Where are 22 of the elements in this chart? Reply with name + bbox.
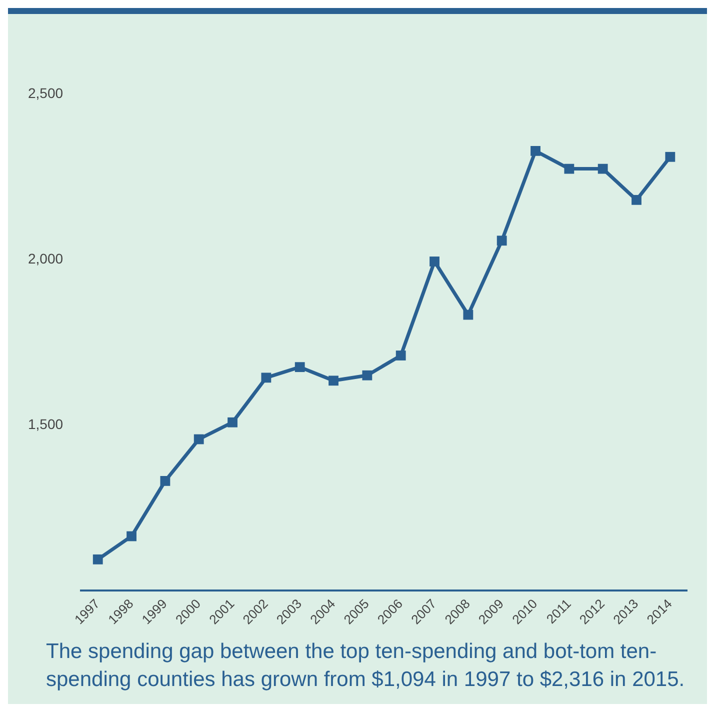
point <box>92 554 103 564</box>
text: The spending gap between the top ten-spending and bot-tom ten-spending counties has grown from $1,094 in 1997 to $2,316 in 2015. <box>45 639 686 693</box>
point <box>530 146 540 156</box>
point <box>194 434 204 444</box>
point <box>261 372 272 383</box>
point <box>328 376 338 386</box>
point <box>665 152 676 162</box>
point <box>598 164 608 174</box>
point <box>362 370 372 380</box>
y-tick-label: 2,000 <box>28 250 64 266</box>
point <box>126 531 136 542</box>
point <box>294 362 305 372</box>
point <box>160 476 170 486</box>
point <box>496 236 507 246</box>
point <box>632 194 642 205</box>
point <box>396 350 406 360</box>
y-tick-label: 2,500 <box>28 84 64 101</box>
y-tick-label: 1,500 <box>28 416 64 432</box>
point <box>463 310 474 320</box>
point <box>430 256 440 266</box>
point <box>564 164 574 174</box>
point <box>228 417 238 428</box>
